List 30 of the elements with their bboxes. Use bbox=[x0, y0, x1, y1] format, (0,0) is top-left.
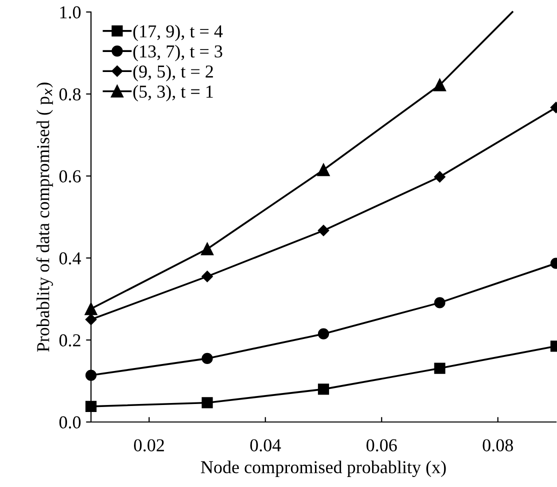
y-tick-label: 1.0 bbox=[60, 6, 81, 19]
point bbox=[201, 242, 214, 256]
point bbox=[434, 297, 446, 308]
y-axis-title: Probablity of data compromised ( p$_{x}$) bbox=[36, 82, 53, 352]
legend-label: (17, 9), t = 4 bbox=[133, 24, 223, 42]
legend-label: (13, 7), t = 3 bbox=[133, 44, 222, 62]
x-axis-title: Node compromised probablity (x) bbox=[200, 460, 446, 478]
point bbox=[85, 400, 97, 412]
point bbox=[434, 171, 446, 182]
point bbox=[318, 384, 330, 395]
point bbox=[202, 352, 213, 364]
x-tick-label: 0.08 bbox=[482, 439, 513, 452]
point bbox=[434, 362, 446, 374]
y-tick-label: 0.8 bbox=[59, 88, 81, 101]
x-tick-label: 0.04 bbox=[250, 439, 281, 452]
y-tick-label: 0.0 bbox=[59, 416, 81, 429]
point bbox=[434, 78, 446, 92]
point bbox=[318, 224, 330, 236]
y-tick-label: 0.4 bbox=[59, 252, 81, 265]
legend-label: (5, 3), t = 1 bbox=[133, 85, 213, 102]
point bbox=[84, 302, 98, 316]
y-tick-label: 0.6 bbox=[59, 170, 81, 183]
legend-label: (9, 5), t = 2 bbox=[133, 64, 213, 82]
x-tick-label: 0.02 bbox=[134, 439, 164, 452]
point bbox=[202, 270, 213, 282]
point bbox=[318, 328, 330, 340]
point bbox=[202, 397, 213, 408]
y-tick-label: 0.2 bbox=[59, 334, 80, 347]
x-tick-label: 0.06 bbox=[366, 439, 397, 452]
point bbox=[317, 164, 330, 176]
